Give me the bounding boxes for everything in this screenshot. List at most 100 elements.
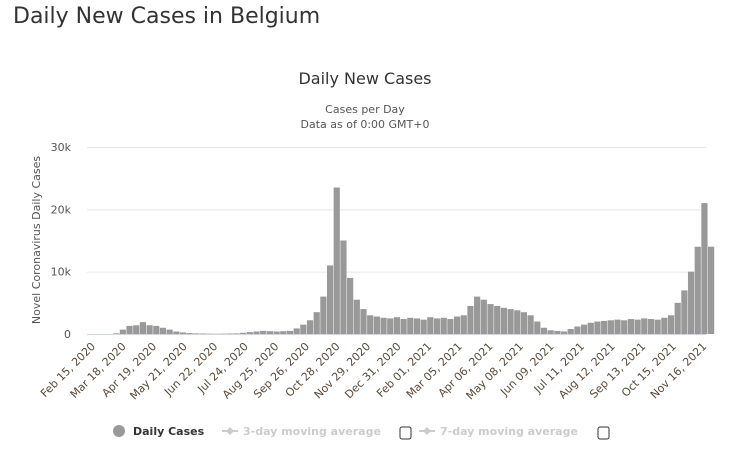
- y-tick-label: 0: [64, 328, 71, 341]
- 7-day-average-checkbox[interactable]: [597, 426, 610, 440]
- daily-cases-bar[interactable]: [353, 299, 360, 334]
- daily-cases-bar[interactable]: [326, 265, 334, 334]
- daily-cases-bar[interactable]: [347, 277, 354, 334]
- daily-cases-bar[interactable]: [159, 327, 167, 334]
- daily-cases-bar[interactable]: [447, 319, 454, 334]
- daily-cases-bar[interactable]: [113, 333, 120, 334]
- daily-cases-bar[interactable]: [440, 317, 447, 334]
- daily-cases-bar[interactable]: [480, 299, 487, 334]
- daily-cases-bar[interactable]: [313, 312, 320, 334]
- daily-cases-bar[interactable]: [420, 319, 427, 334]
- daily-cases-bar[interactable]: [240, 332, 247, 334]
- daily-cases-bar[interactable]: [701, 203, 708, 334]
- daily-cases-bar[interactable]: [273, 331, 280, 334]
- daily-cases-bar[interactable]: [367, 315, 374, 334]
- daily-cases-bar[interactable]: [407, 317, 414, 334]
- daily-cases-bar[interactable]: [266, 331, 274, 334]
- daily-cases-bar[interactable]: [306, 320, 314, 334]
- y-axis-title: Novel Coronavirus Daily Cases: [30, 156, 43, 324]
- daily-cases-bar[interactable]: [246, 332, 253, 334]
- daily-cases-bar[interactable]: [681, 290, 688, 334]
- daily-cases-bar[interactable]: [119, 329, 126, 334]
- daily-cases-bar[interactable]: [126, 325, 133, 334]
- daily-cases-bar[interactable]: [520, 312, 528, 334]
- daily-cases-bar[interactable]: [387, 318, 394, 334]
- daily-cases-bar[interactable]: [647, 319, 655, 334]
- daily-cases-bar[interactable]: [687, 271, 695, 334]
- daily-cases-bar[interactable]: [560, 331, 568, 334]
- daily-cases-bar[interactable]: [460, 315, 467, 334]
- daily-cases-bar[interactable]: [166, 329, 173, 334]
- daily-cases-bar[interactable]: [554, 330, 561, 334]
- daily-cases-bar[interactable]: [500, 307, 507, 334]
- daily-cases-bar[interactable]: [293, 328, 300, 334]
- daily-cases-bar[interactable]: [607, 320, 614, 334]
- daily-cases-bar[interactable]: [360, 309, 367, 334]
- daily-cases-bar[interactable]: [179, 332, 187, 334]
- daily-cases-bar[interactable]: [601, 320, 608, 334]
- daily-cases-bar[interactable]: [139, 322, 146, 334]
- legend-diamond-icon: [226, 427, 234, 435]
- legend-item-7-day-average[interactable]: 7-day moving average: [419, 425, 578, 438]
- page-title: Daily New Cases in Belgium: [13, 4, 321, 29]
- daily-cases-bar[interactable]: [547, 330, 554, 334]
- daily-cases-bar[interactable]: [433, 318, 441, 334]
- daily-cases-bar[interactable]: [233, 333, 240, 334]
- daily-cases-bar[interactable]: [621, 320, 628, 334]
- daily-cases-bar[interactable]: [487, 304, 494, 334]
- legend-label: 3-day moving average: [243, 425, 381, 438]
- daily-cases-bar[interactable]: [413, 318, 421, 334]
- daily-cases-bar[interactable]: [260, 330, 267, 334]
- daily-cases-bar[interactable]: [594, 321, 601, 334]
- daily-cases-bar[interactable]: [380, 317, 387, 334]
- daily-cases-bar[interactable]: [280, 331, 287, 334]
- daily-cases-bar[interactable]: [581, 324, 588, 334]
- daily-cases-bar[interactable]: [427, 317, 434, 334]
- daily-cases-bar[interactable]: [393, 317, 401, 334]
- daily-cases-bar[interactable]: [467, 305, 474, 334]
- daily-cases-bar[interactable]: [133, 325, 140, 334]
- daily-cases-bar[interactable]: [614, 319, 621, 334]
- 3-day-average-checkbox[interactable]: [399, 426, 412, 440]
- daily-cases-bar[interactable]: [373, 316, 380, 334]
- daily-cases-bar[interactable]: [320, 296, 327, 334]
- daily-cases-bar[interactable]: [654, 319, 661, 334]
- daily-cases-bar[interactable]: [674, 302, 681, 334]
- daily-cases-bar[interactable]: [286, 330, 294, 334]
- daily-cases-bar[interactable]: [667, 315, 675, 334]
- daily-cases-bar[interactable]: [661, 317, 668, 334]
- daily-cases-bar[interactable]: [173, 331, 180, 334]
- daily-cases-bar[interactable]: [694, 246, 701, 334]
- daily-cases-bar[interactable]: [514, 310, 521, 334]
- daily-cases-bar[interactable]: [708, 246, 715, 334]
- daily-cases-bar[interactable]: [474, 296, 481, 334]
- daily-cases-bar[interactable]: [153, 325, 160, 334]
- daily-cases-bar[interactable]: [527, 315, 534, 334]
- daily-cases-bar[interactable]: [507, 309, 514, 334]
- daily-cases-bar[interactable]: [340, 240, 347, 335]
- daily-cases-bar[interactable]: [587, 322, 594, 334]
- daily-cases-bar[interactable]: [574, 326, 581, 334]
- daily-cases-bar[interactable]: [534, 321, 541, 334]
- daily-cases-bar[interactable]: [494, 305, 501, 334]
- legend-label: 7-day moving average: [440, 425, 578, 438]
- daily-cases-bar[interactable]: [300, 324, 307, 334]
- daily-cases-bar[interactable]: [193, 333, 200, 334]
- daily-cases-bar[interactable]: [641, 318, 648, 334]
- daily-cases-bar[interactable]: [146, 325, 153, 334]
- y-tick-label: 20k: [51, 203, 72, 216]
- daily-cases-bar[interactable]: [627, 319, 634, 334]
- legend-item-3-day-average[interactable]: 3-day moving average: [222, 425, 381, 438]
- daily-cases-bar[interactable]: [333, 187, 340, 334]
- daily-cases-bar[interactable]: [453, 316, 461, 334]
- daily-cases-bar[interactable]: [540, 327, 548, 334]
- daily-cases-bar[interactable]: [634, 319, 641, 334]
- y-tick-label: 10k: [51, 266, 72, 279]
- daily-cases-bar[interactable]: [400, 319, 407, 334]
- legend-item-daily-cases[interactable]: Daily Cases: [113, 425, 205, 438]
- chart-title: Daily New Cases: [298, 69, 431, 88]
- daily-cases-bar[interactable]: [186, 333, 193, 334]
- daily-cases-bar[interactable]: [567, 329, 574, 334]
- daily-cases-bar[interactable]: [253, 331, 260, 334]
